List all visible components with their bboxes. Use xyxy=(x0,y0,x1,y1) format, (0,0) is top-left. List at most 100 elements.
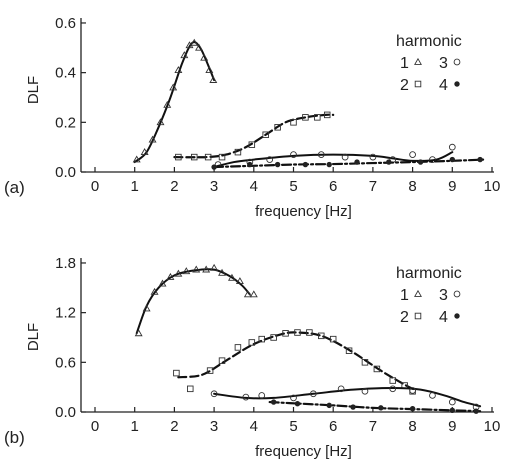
data-point xyxy=(337,385,345,393)
data-point xyxy=(227,273,236,281)
data-point xyxy=(290,119,297,126)
data-point xyxy=(477,156,483,163)
series-3 xyxy=(210,385,482,411)
series-line xyxy=(135,268,251,335)
data-point xyxy=(290,394,297,402)
x-tick-label: 7 xyxy=(369,418,377,435)
data-point xyxy=(473,408,479,414)
legend-entry-label: 4 xyxy=(439,77,448,94)
data-point xyxy=(202,265,211,273)
data-point xyxy=(190,38,199,46)
data-point xyxy=(218,357,226,364)
data-point xyxy=(132,155,141,163)
y-tick-label: 0.0 xyxy=(55,164,76,181)
data-point xyxy=(378,405,384,411)
data-point xyxy=(448,398,456,406)
data-point xyxy=(294,329,301,336)
data-point xyxy=(294,401,301,407)
data-point xyxy=(242,393,250,401)
series-line xyxy=(213,386,482,408)
y-tick-label: 1.8 xyxy=(55,255,76,272)
y-tick-label: 0.2 xyxy=(55,114,76,131)
data-point xyxy=(150,287,159,295)
legend-entry-label: 2 xyxy=(400,309,409,326)
data-point xyxy=(248,339,256,346)
data-point xyxy=(169,83,178,91)
data-point xyxy=(163,100,172,108)
legend-marker xyxy=(414,80,422,88)
data-point xyxy=(417,159,424,165)
legend-entry-label: 3 xyxy=(439,287,448,304)
chart-panel-2: 0.0 0.6 1.2 1.8 0 1 2 3 4 5 6 7 8 9 10 frequency [Hz] DL… xyxy=(4,255,500,460)
data-point xyxy=(210,390,218,398)
x-tick-label: 9 xyxy=(448,178,456,195)
data-point xyxy=(234,344,242,351)
data-point xyxy=(389,385,397,393)
panel-label: (a) xyxy=(4,178,25,197)
data-point xyxy=(373,365,381,373)
data-point xyxy=(180,51,189,59)
data-point xyxy=(369,153,377,161)
data-point xyxy=(274,161,281,168)
data-point xyxy=(174,66,183,74)
data-point xyxy=(200,53,209,61)
x-axis-title: frequency [Hz] xyxy=(255,203,352,220)
legend-marker xyxy=(454,81,460,87)
data-point xyxy=(409,387,416,394)
data-point xyxy=(234,148,242,156)
data-point xyxy=(310,390,317,398)
y-tick-label: 0.6 xyxy=(55,15,76,32)
y-axis-title: DLF xyxy=(25,76,42,104)
data-point xyxy=(449,407,455,414)
legend-entry-label: 4 xyxy=(439,309,448,326)
data-point xyxy=(248,141,256,148)
data-point xyxy=(350,404,356,410)
y-tick-label: 0.4 xyxy=(55,65,76,82)
data-point xyxy=(187,385,194,393)
data-point xyxy=(158,279,167,287)
data-point xyxy=(174,269,183,277)
data-point xyxy=(204,153,212,161)
data-point xyxy=(389,377,397,384)
y-tick-label: 0.6 xyxy=(55,354,76,371)
data-point xyxy=(148,135,157,143)
data-point xyxy=(302,161,309,168)
data-point xyxy=(354,159,360,165)
y-tick-label: 0.0 xyxy=(55,404,76,421)
x-tick-label: 6 xyxy=(329,178,337,195)
data-point xyxy=(249,290,258,298)
legend-marker xyxy=(453,290,461,298)
x-tick-label: 5 xyxy=(289,418,297,435)
data-point xyxy=(210,263,219,271)
x-tick-label: 1 xyxy=(131,418,139,435)
y-tick-label: 1.2 xyxy=(55,305,76,322)
x-tick-label: 4 xyxy=(250,178,258,195)
data-point xyxy=(166,272,175,280)
data-point xyxy=(156,118,165,126)
legend-marker xyxy=(453,58,461,66)
x-tick-label: 9 xyxy=(448,418,456,435)
data-point xyxy=(190,153,198,161)
legend-entry-label: 1 xyxy=(400,287,409,304)
x-tick-label: 6 xyxy=(329,418,337,435)
data-point xyxy=(142,304,151,312)
x-tick-label: 5 xyxy=(289,178,297,195)
data-point xyxy=(317,151,325,158)
data-point xyxy=(206,367,214,374)
series-line xyxy=(268,400,482,413)
legend-entry-label: 2 xyxy=(400,77,409,94)
series-1 xyxy=(134,263,258,337)
legend: harmonic 1 3 2 4 xyxy=(396,265,462,326)
series-2 xyxy=(173,329,416,395)
data-point xyxy=(182,267,191,275)
x-tick-label: 2 xyxy=(170,178,178,195)
data-point xyxy=(386,159,392,165)
series-2 xyxy=(173,111,335,161)
data-point xyxy=(175,153,182,161)
x-tick-label: 8 xyxy=(408,418,416,435)
data-point xyxy=(314,114,321,121)
data-point xyxy=(192,265,201,273)
series-4 xyxy=(211,156,486,170)
legend-marker xyxy=(414,312,422,320)
